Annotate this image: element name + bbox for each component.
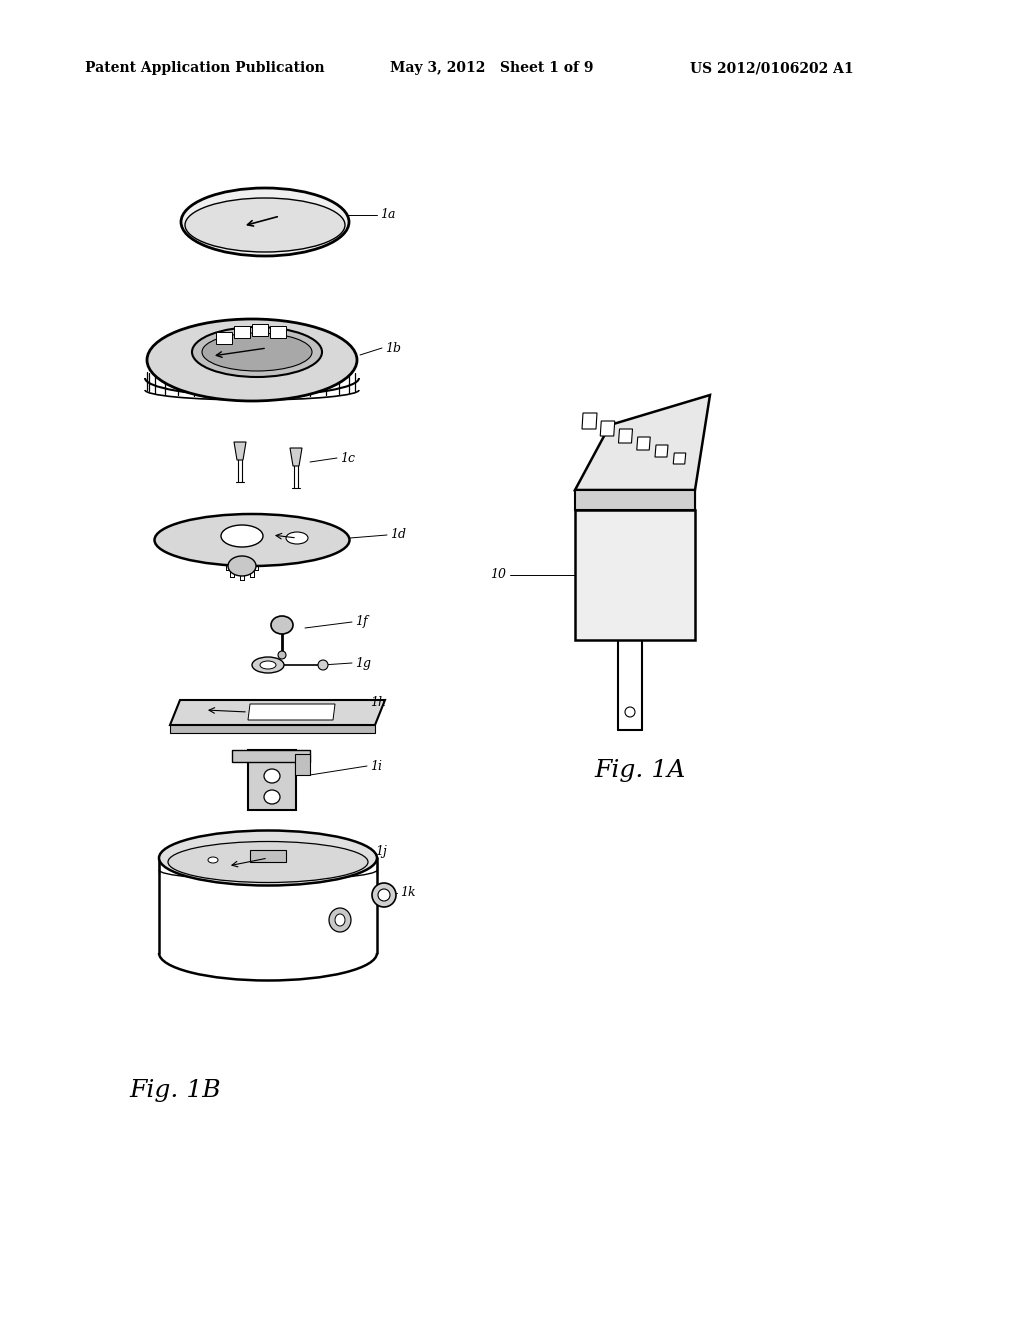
Text: 1b: 1b	[385, 342, 401, 355]
Text: US 2012/0106202 A1: US 2012/0106202 A1	[690, 61, 854, 75]
Ellipse shape	[625, 708, 635, 717]
Text: 1a: 1a	[380, 209, 395, 222]
Polygon shape	[575, 510, 695, 640]
Polygon shape	[575, 395, 710, 490]
Text: 1c: 1c	[340, 451, 355, 465]
Text: 1h: 1h	[370, 696, 386, 709]
Polygon shape	[582, 413, 597, 429]
Polygon shape	[248, 750, 296, 810]
Ellipse shape	[329, 908, 351, 932]
Ellipse shape	[378, 888, 390, 902]
Polygon shape	[655, 445, 668, 457]
Text: 1k: 1k	[400, 887, 416, 899]
Polygon shape	[248, 704, 335, 719]
Text: 1f: 1f	[355, 615, 368, 628]
Polygon shape	[575, 490, 695, 510]
Ellipse shape	[318, 660, 328, 671]
Ellipse shape	[286, 532, 308, 544]
Polygon shape	[252, 323, 268, 337]
Text: Patent Application Publication: Patent Application Publication	[85, 61, 325, 75]
Polygon shape	[673, 453, 686, 465]
Ellipse shape	[155, 513, 349, 566]
Polygon shape	[232, 750, 310, 762]
Text: 1d: 1d	[390, 528, 406, 541]
Polygon shape	[270, 326, 286, 338]
Polygon shape	[295, 754, 310, 775]
Polygon shape	[637, 437, 650, 450]
Polygon shape	[234, 442, 246, 459]
Polygon shape	[600, 421, 614, 436]
Ellipse shape	[168, 842, 368, 883]
Ellipse shape	[252, 657, 284, 673]
Text: May 3, 2012   Sheet 1 of 9: May 3, 2012 Sheet 1 of 9	[390, 61, 594, 75]
Ellipse shape	[271, 616, 293, 634]
Polygon shape	[216, 333, 232, 345]
Ellipse shape	[278, 651, 286, 659]
Text: 1i: 1i	[370, 759, 382, 772]
Polygon shape	[618, 429, 633, 444]
Ellipse shape	[228, 556, 256, 576]
Text: 1j: 1j	[375, 846, 387, 858]
Ellipse shape	[202, 333, 312, 371]
Ellipse shape	[335, 913, 345, 927]
Polygon shape	[170, 700, 385, 725]
Text: 1g: 1g	[355, 656, 371, 669]
Ellipse shape	[159, 830, 377, 886]
Ellipse shape	[264, 770, 280, 783]
Ellipse shape	[372, 883, 396, 907]
Polygon shape	[290, 447, 302, 466]
Ellipse shape	[181, 187, 349, 256]
Polygon shape	[234, 326, 250, 338]
Ellipse shape	[221, 525, 263, 546]
Ellipse shape	[185, 198, 345, 252]
Ellipse shape	[193, 327, 322, 378]
Ellipse shape	[147, 319, 357, 401]
Ellipse shape	[208, 857, 218, 863]
Ellipse shape	[260, 661, 276, 669]
Text: Fig. 1B: Fig. 1B	[129, 1078, 221, 1101]
Polygon shape	[250, 850, 286, 862]
Ellipse shape	[264, 789, 280, 804]
Text: 10: 10	[490, 569, 506, 582]
Text: Fig. 1A: Fig. 1A	[594, 759, 686, 781]
Polygon shape	[170, 725, 375, 733]
